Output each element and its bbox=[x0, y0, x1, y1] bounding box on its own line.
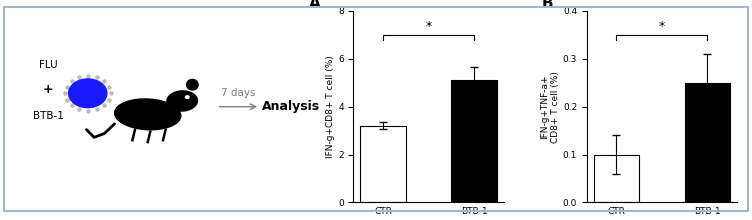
Text: B: B bbox=[542, 0, 553, 11]
Circle shape bbox=[68, 79, 107, 108]
Ellipse shape bbox=[186, 79, 198, 90]
Bar bbox=[593, 154, 639, 202]
Bar bbox=[360, 126, 406, 202]
Ellipse shape bbox=[167, 91, 198, 111]
Y-axis label: IFN-g+CD8+ T cell (%): IFN-g+CD8+ T cell (%) bbox=[326, 55, 335, 158]
Text: +: + bbox=[43, 83, 53, 96]
Text: FLU: FLU bbox=[39, 60, 57, 70]
Y-axis label: IFN-g+TNF-a+
CD8+ T cell (%): IFN-g+TNF-a+ CD8+ T cell (%) bbox=[541, 71, 560, 143]
Text: *: * bbox=[659, 20, 665, 33]
Text: Analysis: Analysis bbox=[262, 100, 320, 113]
Bar bbox=[684, 83, 730, 202]
Text: 7 days: 7 days bbox=[221, 88, 256, 98]
Circle shape bbox=[186, 96, 189, 99]
Text: *: * bbox=[426, 20, 432, 33]
Ellipse shape bbox=[114, 99, 180, 130]
Bar bbox=[451, 80, 497, 202]
Text: A: A bbox=[308, 0, 320, 11]
Text: BTB-1: BTB-1 bbox=[33, 111, 64, 121]
